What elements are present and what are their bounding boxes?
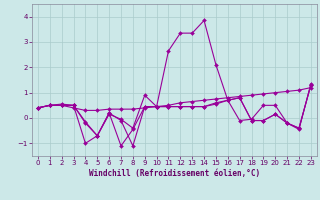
X-axis label: Windchill (Refroidissement éolien,°C): Windchill (Refroidissement éolien,°C) bbox=[89, 169, 260, 178]
